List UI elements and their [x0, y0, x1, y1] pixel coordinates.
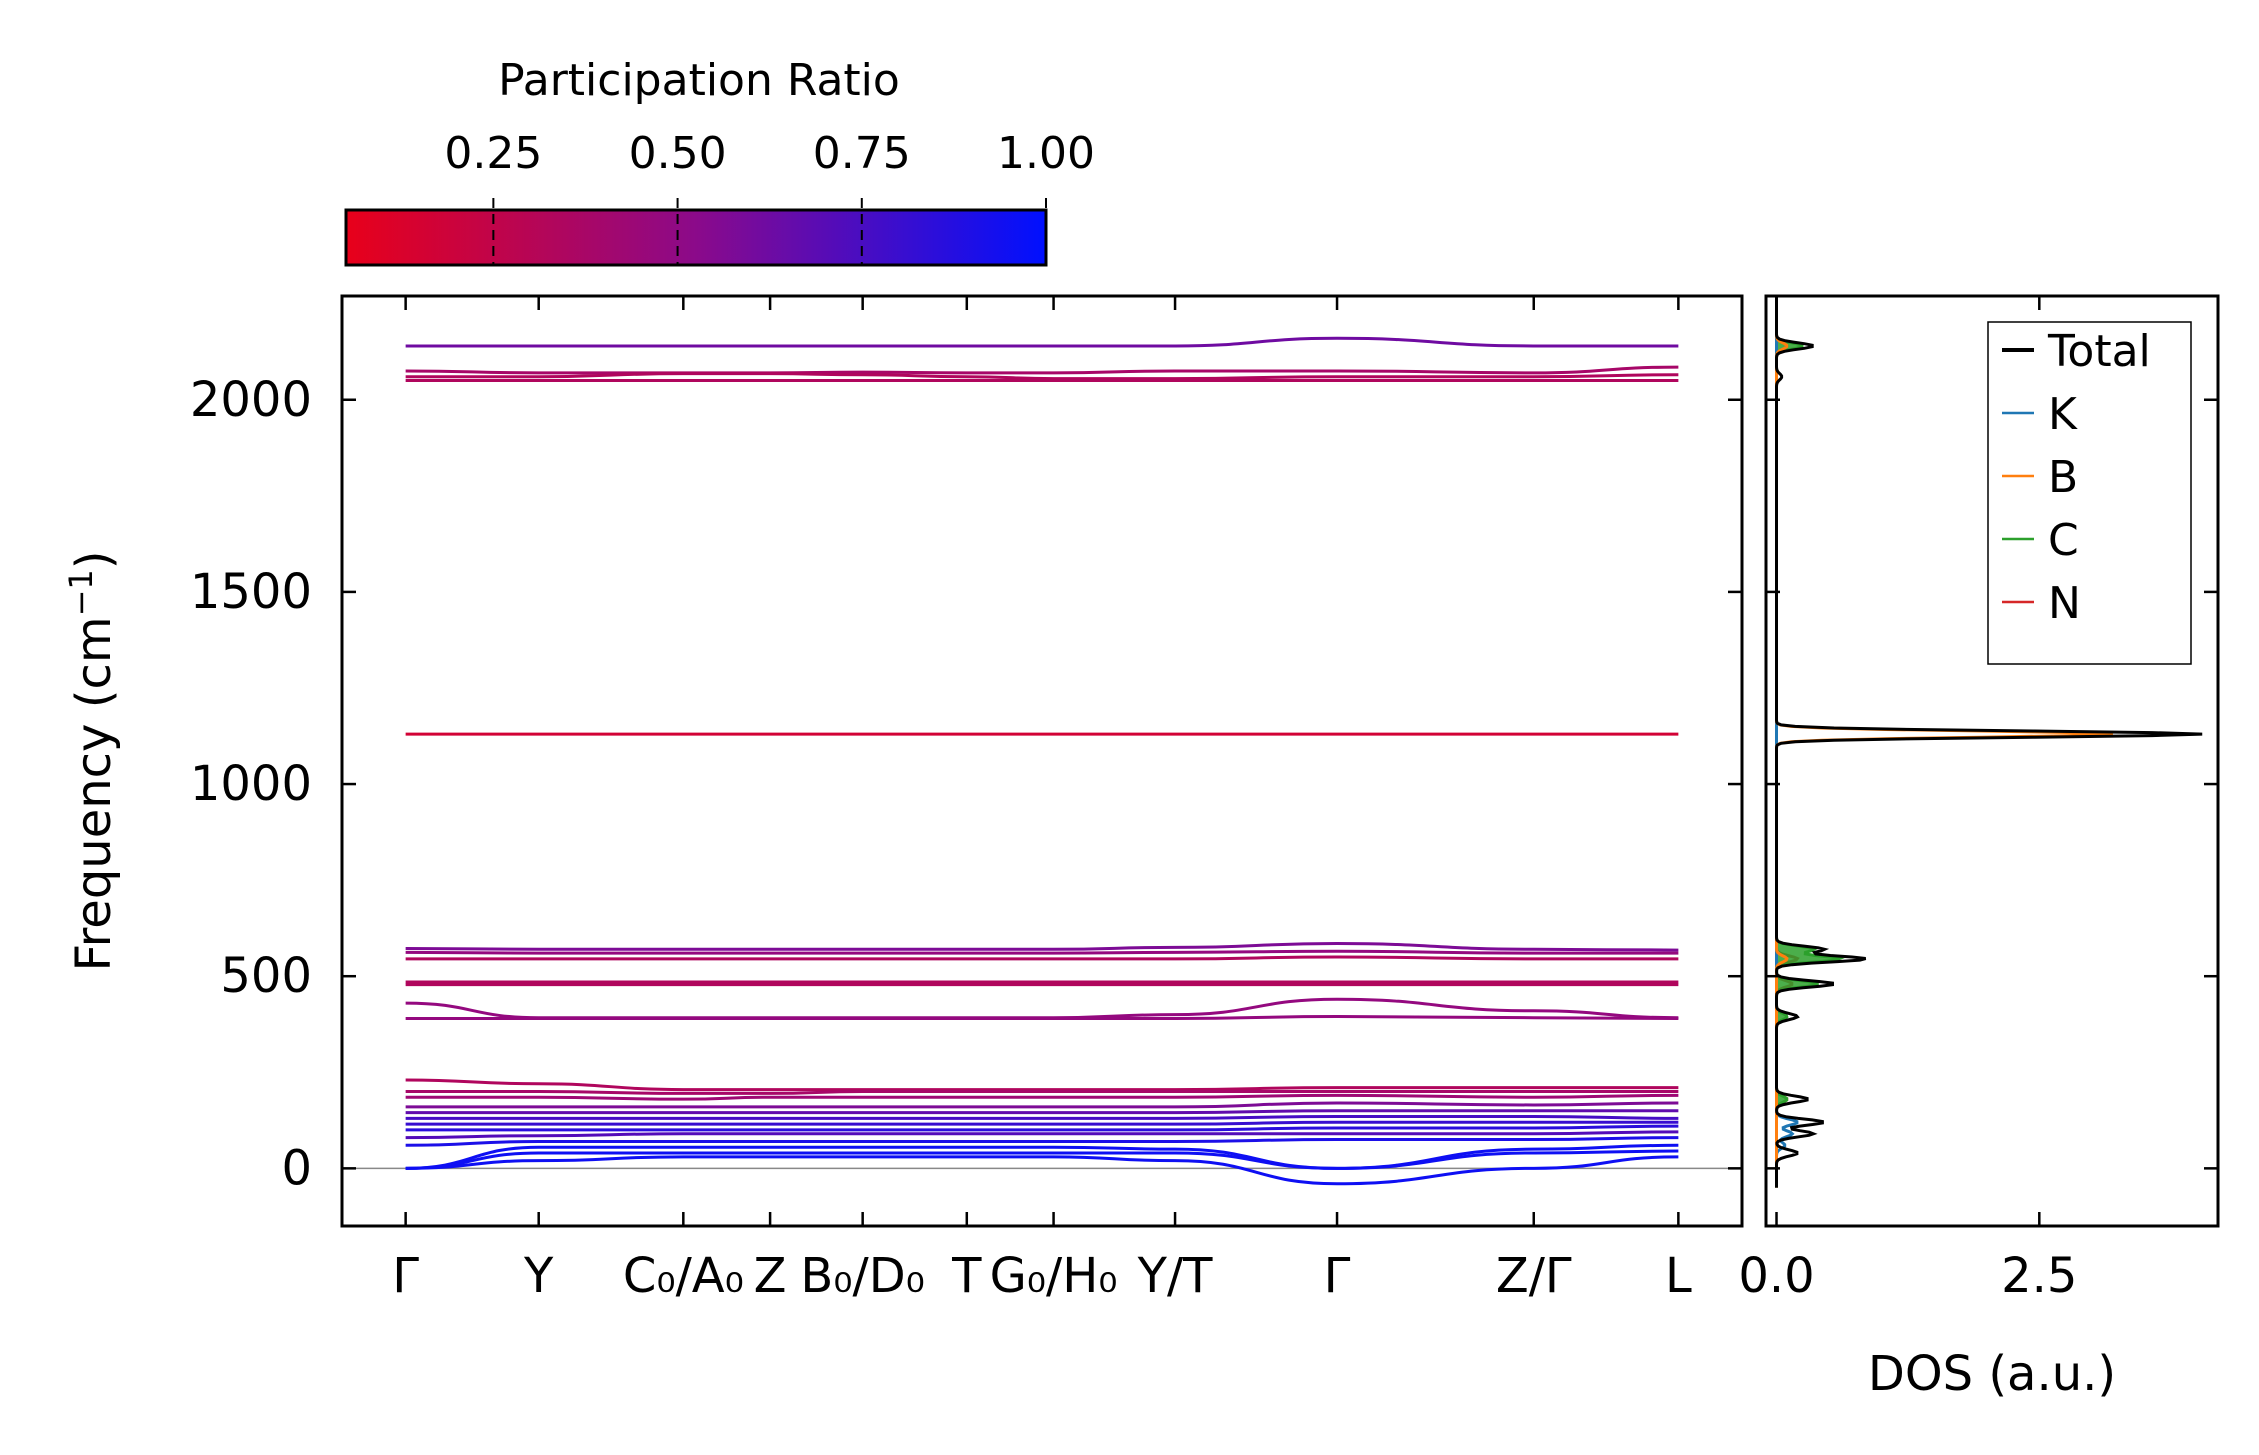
phonon-band-optical [405, 1015, 1679, 1020]
kpoint-label: C₀/A₀ [623, 1248, 744, 1304]
phonon-band-high [405, 372, 1679, 381]
dos-curve-total [1775, 296, 2203, 1188]
phonon-band-low [405, 1155, 1679, 1186]
kpoint-label: Γ [1324, 1248, 1351, 1304]
legend-label-b: B [2048, 452, 2078, 503]
kpoint-label: Γ [392, 1248, 419, 1304]
colorbar-tick-label: 1.00 [997, 128, 1095, 179]
phonon-band-low [405, 1109, 1679, 1115]
band-y-tick-label: 1000 [190, 756, 312, 812]
kpoint-label: T [951, 1248, 982, 1304]
phonon-band-low [405, 1101, 1679, 1109]
colorbar-tick-label: 0.75 [813, 128, 911, 179]
band-y-tick-label: 1500 [190, 564, 312, 620]
phonon-band-low [405, 1093, 1679, 1101]
band-y-axis-label: Frequency (cm−1) [62, 550, 122, 971]
kpoint-label: L [1665, 1248, 1692, 1304]
kpoint-label: Y/T [1137, 1248, 1213, 1304]
phonon-band-low [405, 1089, 1679, 1095]
phonon-band-optical [405, 997, 1679, 1020]
legend-label-k: K [2048, 389, 2078, 440]
phonon-band-low [405, 1143, 1679, 1170]
dos-x-tick-label: 2.5 [2001, 1248, 2077, 1304]
legend-label-total: Total [2047, 326, 2151, 377]
kpoint-label: B₀/D₀ [800, 1248, 925, 1304]
dos-plot-frame [1764, 294, 2220, 1228]
phonon-band-low [405, 1120, 1679, 1126]
dos-x-tick-label: 0.0 [1738, 1248, 1814, 1304]
dos-x-axis-label: DOS (a.u.) [1868, 1346, 2116, 1402]
phonon-band-high [405, 336, 1679, 348]
band-plot-frame [340, 294, 1744, 1228]
kpoint-label: Z/Γ [1496, 1248, 1572, 1304]
phonon-band-low [405, 1130, 1679, 1140]
phonon-band-low [405, 1124, 1679, 1132]
band-structure-panel: 0 500 1000 1500 2000 Γ Y C₀/A₀ Z B₀/D₀ T G₀/H₀ Y/T Γ… [62, 294, 1744, 1304]
kpoint-label: Z [754, 1248, 787, 1304]
phonon-band-low [405, 1136, 1679, 1147]
kpoint-label: Y [523, 1248, 554, 1304]
legend-label-n: N [2048, 578, 2081, 629]
phonon-band-low [405, 1078, 1679, 1092]
legend-label-c: C [2048, 515, 2079, 566]
colorbar-tick-label: 0.50 [629, 128, 727, 179]
band-y-tick-label: 500 [220, 948, 312, 1004]
phonon-band-high [405, 365, 1679, 375]
colorbar-title: Participation Ratio [498, 55, 900, 106]
colorbar: Participation Ratio 0.25 0.50 0.75 1.00 [344, 55, 1095, 267]
colorbar-tick-label: 0.25 [444, 128, 542, 179]
phonon-band-low [405, 1114, 1679, 1120]
phonon-band-optical [405, 955, 1679, 961]
phonon-band-optical [405, 942, 1679, 952]
phonon-band-low [405, 1149, 1679, 1170]
band-y-tick-label: 2000 [190, 372, 312, 428]
colorbar-gradient [344, 208, 1048, 267]
band-y-tick-label: 0 [281, 1140, 312, 1196]
phonon-band-optical [405, 949, 1679, 955]
kpoint-label: G₀/H₀ [990, 1248, 1118, 1304]
